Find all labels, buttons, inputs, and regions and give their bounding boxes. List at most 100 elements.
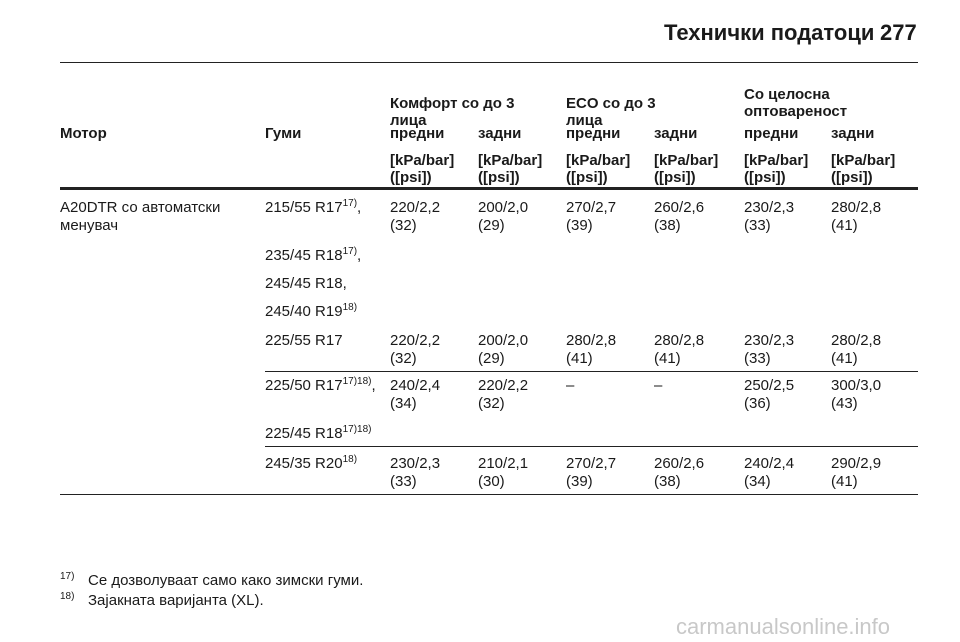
pressure-value: 260/2,6 — [654, 199, 705, 216]
tire: 245/40 R1918) — [265, 302, 358, 321]
pressure-value: – — [654, 377, 663, 394]
pressure-value: 240/2,4 — [390, 377, 441, 394]
page-number: 277 — [880, 20, 917, 45]
watermark: carmanualsonline.info — [676, 614, 891, 639]
pressure-value: (29) — [478, 217, 505, 234]
pressure-value: (38) — [654, 473, 681, 490]
pressure-value: (33) — [744, 350, 771, 367]
pressure-value: (41) — [831, 217, 858, 234]
pressure-value: 220/2,2 — [390, 199, 441, 216]
motor: A20DTR со автоматски — [60, 199, 221, 216]
tire-note: 17) — [342, 246, 358, 257]
pressure-value: 230/2,3 — [744, 199, 795, 216]
pressure-value: (33) — [744, 217, 771, 234]
group-header: Комфорт со до 3 лица — [390, 95, 515, 129]
pressure-value: 230/2,3 — [744, 332, 795, 349]
tire-size: 245/35 R20 — [265, 455, 343, 472]
tire-size: 225/55 R17 — [265, 332, 343, 349]
tire-size: 245/40 R19 — [265, 303, 343, 320]
tire: 215/55 R1717), — [265, 198, 362, 217]
tire-size: 225/50 R17 — [265, 377, 343, 394]
pressure-value: – — [566, 377, 575, 394]
unit-label: [kPa/bar] ([psi]) — [744, 152, 809, 186]
tire-suffix: , — [357, 247, 362, 264]
column-header: Гуми — [265, 125, 302, 142]
tire: 225/55 R17 — [265, 332, 343, 349]
motor: менувач — [60, 217, 119, 234]
unit-label: [kPa/bar] ([psi]) — [390, 152, 455, 186]
pressure-value: (34) — [390, 395, 417, 412]
column-header: предни — [744, 125, 799, 142]
column-header: задни — [478, 125, 522, 142]
pressure-value: 280/2,8 — [654, 332, 705, 349]
pressure-value: 280/2,8 — [831, 199, 882, 216]
tire-suffix: , — [371, 377, 376, 394]
pressure-value: (32) — [478, 395, 505, 412]
pressure-value: (33) — [390, 473, 417, 490]
tire-suffix: , — [357, 199, 362, 216]
pressure-value: (41) — [654, 350, 681, 367]
pressure-value: 300/3,0 — [831, 377, 882, 394]
tire-note: 18) — [342, 302, 358, 313]
footnote-mark: 17) — [60, 571, 75, 582]
unit-label: [kPa/bar] ([psi]) — [478, 152, 543, 186]
tire-size: 225/45 R18 — [265, 425, 343, 442]
tire-size: 245/45 R18, — [265, 275, 347, 292]
pressure-value: 250/2,5 — [744, 377, 795, 394]
pressure-value: (43) — [831, 395, 858, 412]
footnote-mark: 18) — [60, 591, 75, 602]
column-header: задни — [831, 125, 875, 142]
pressure-value: 280/2,8 — [566, 332, 617, 349]
column-header: предни — [390, 125, 445, 142]
pressure-value: 210/2,1 — [478, 455, 529, 472]
column-header: Мотор — [60, 125, 107, 142]
tire: 235/45 R1817), — [265, 246, 362, 265]
pressure-value: (38) — [654, 217, 681, 234]
table-header-rule — [60, 187, 918, 190]
tire-size: 215/55 R17 — [265, 199, 343, 216]
tire: 225/45 R1817)18) — [265, 424, 372, 443]
page-title: Технички податоци — [664, 20, 875, 45]
tire-size: 235/45 R18 — [265, 247, 343, 264]
tire-note: 18) — [342, 454, 358, 465]
pressure-value: 230/2,3 — [390, 455, 441, 472]
pressure-value: (41) — [566, 350, 593, 367]
tire-note: 17)18) — [342, 376, 372, 387]
pressure-value: 200/2,0 — [478, 332, 529, 349]
pressure-value: (41) — [831, 473, 858, 490]
pressure-value: (34) — [744, 473, 771, 490]
row-rule — [265, 446, 918, 447]
column-header: задни — [654, 125, 698, 142]
header-rule — [60, 62, 918, 63]
pressure-value: (39) — [566, 473, 593, 490]
tire: 245/45 R18, — [265, 275, 347, 292]
table-end-rule — [60, 494, 918, 495]
pressure-value: 270/2,7 — [566, 199, 617, 216]
pressure-value: 290/2,9 — [831, 455, 882, 472]
footnote-text: Се дозволуваат само како зимски гуми. — [88, 572, 364, 589]
pressure-value: (39) — [566, 217, 593, 234]
tire-note: 17)18) — [342, 424, 372, 435]
pressure-value: (32) — [390, 350, 417, 367]
tire: 245/35 R2018) — [265, 454, 358, 473]
pressure-value: 220/2,2 — [390, 332, 441, 349]
pressure-value: (30) — [478, 473, 505, 490]
footnote-text: Зајакната варијанта (XL). — [88, 592, 264, 609]
unit-label: [kPa/bar] ([psi]) — [654, 152, 719, 186]
pressure-value: (36) — [744, 395, 771, 412]
tire: 225/50 R1717)18), — [265, 376, 376, 395]
group-header: ECO со до 3 лица — [566, 95, 656, 129]
unit-label: [kPa/bar] ([psi]) — [831, 152, 896, 186]
unit-label: [kPa/bar] ([psi]) — [566, 152, 631, 186]
row-rule — [265, 371, 918, 372]
tire-note: 17) — [342, 198, 358, 209]
pressure-value: (29) — [478, 350, 505, 367]
pressure-value: 280/2,8 — [831, 332, 882, 349]
pressure-value: 240/2,4 — [744, 455, 795, 472]
column-header: предни — [566, 125, 621, 142]
pressure-value: (41) — [831, 350, 858, 367]
group-header: Со целосна оптоварeност — [744, 86, 848, 120]
pressure-value: (32) — [390, 217, 417, 234]
pressure-value: 200/2,0 — [478, 199, 529, 216]
pressure-value: 220/2,2 — [478, 377, 529, 394]
